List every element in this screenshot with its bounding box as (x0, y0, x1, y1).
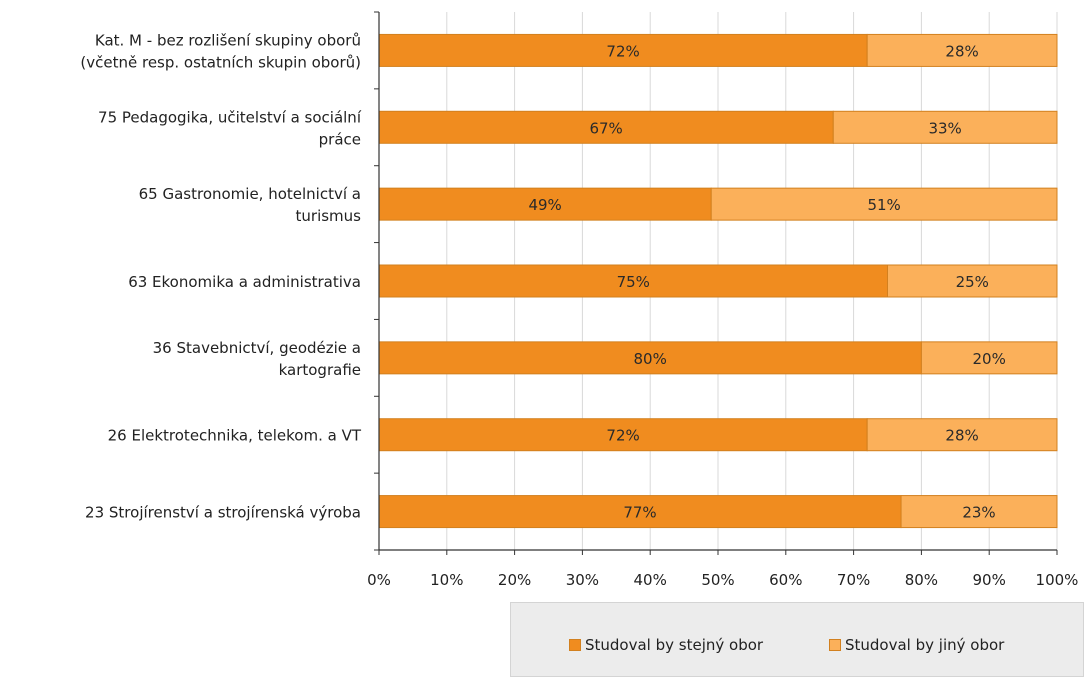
data-label: 23% (962, 504, 995, 522)
legend-swatch-series-1 (569, 639, 581, 651)
category-label: 75 Pedagogika, učitelství a sociální (98, 108, 362, 126)
category-label: 26 Elektrotechnika, telekom. a VT (108, 427, 362, 445)
bar-same-field (378, 495, 902, 529)
bar-other-field (866, 418, 1058, 452)
category-label: 23 Strojírenství a strojírenská výroba (85, 504, 361, 522)
bar-other-field (900, 495, 1058, 529)
x-tick-label: 10% (430, 571, 463, 589)
data-label: 72% (606, 427, 639, 445)
data-label: 28% (945, 42, 978, 60)
data-label: 49% (528, 196, 561, 214)
category-label: 36 Stavebnictví, geodézie a (153, 339, 361, 357)
data-label: 77% (623, 504, 656, 522)
x-tick-label: 60% (769, 571, 802, 589)
x-tick-label: 90% (973, 571, 1006, 589)
bar-other-field (920, 341, 1058, 375)
x-tick-label: 80% (905, 571, 938, 589)
category-label: 65 Gastronomie, hotelnictví a (139, 185, 361, 203)
category-label: (včetně resp. ostatních skupin oborů) (80, 53, 361, 71)
bar-other-field (710, 187, 1058, 221)
bar-same-field (378, 341, 922, 375)
legend-label-series-1: Studoval by stejný obor (585, 636, 764, 654)
data-label: 20% (973, 350, 1006, 368)
bar-other-field (832, 110, 1058, 144)
x-tick-label: 70% (837, 571, 870, 589)
data-label: 75% (617, 273, 650, 291)
data-label: 51% (867, 196, 900, 214)
data-label: 67% (589, 119, 622, 137)
data-label: 80% (634, 350, 667, 368)
x-tick-label: 100% (1036, 571, 1079, 589)
data-label: 72% (606, 42, 639, 60)
data-label: 33% (928, 119, 961, 137)
category-label: kartografie (279, 361, 361, 379)
bar-same-field (378, 264, 888, 298)
data-label: 25% (956, 273, 989, 291)
x-tick-label: 50% (701, 571, 734, 589)
bar-other-field (887, 264, 1058, 298)
category-label: 63 Ekonomika a administrativa (128, 273, 361, 291)
legend-item-series-1: Studoval by stejný obor (569, 636, 763, 654)
category-label: turismus (296, 207, 362, 225)
x-tick-label: 0% (367, 571, 391, 589)
bar-same-field (378, 418, 868, 452)
legend: Studoval by stejný obor Studoval by jiný… (510, 602, 1084, 677)
category-label: Kat. M - bez rozlišení skupiny oborů (95, 31, 361, 49)
bar-other-field (866, 33, 1058, 67)
legend-label-series-2: Studoval by jiný obor (845, 636, 1005, 654)
legend-item-series-2: Studoval by jiný obor (829, 636, 1004, 654)
chart-plot: 72% 28% Kat. M - bez rozlišení skupiny obo… (80, 11, 1079, 589)
x-tick-label: 40% (634, 571, 667, 589)
data-label: 28% (945, 427, 978, 445)
x-tick-label: 20% (498, 571, 531, 589)
x-tick-label: 30% (566, 571, 599, 589)
legend-swatch-series-2 (829, 639, 841, 651)
category-label: práce (319, 130, 361, 148)
